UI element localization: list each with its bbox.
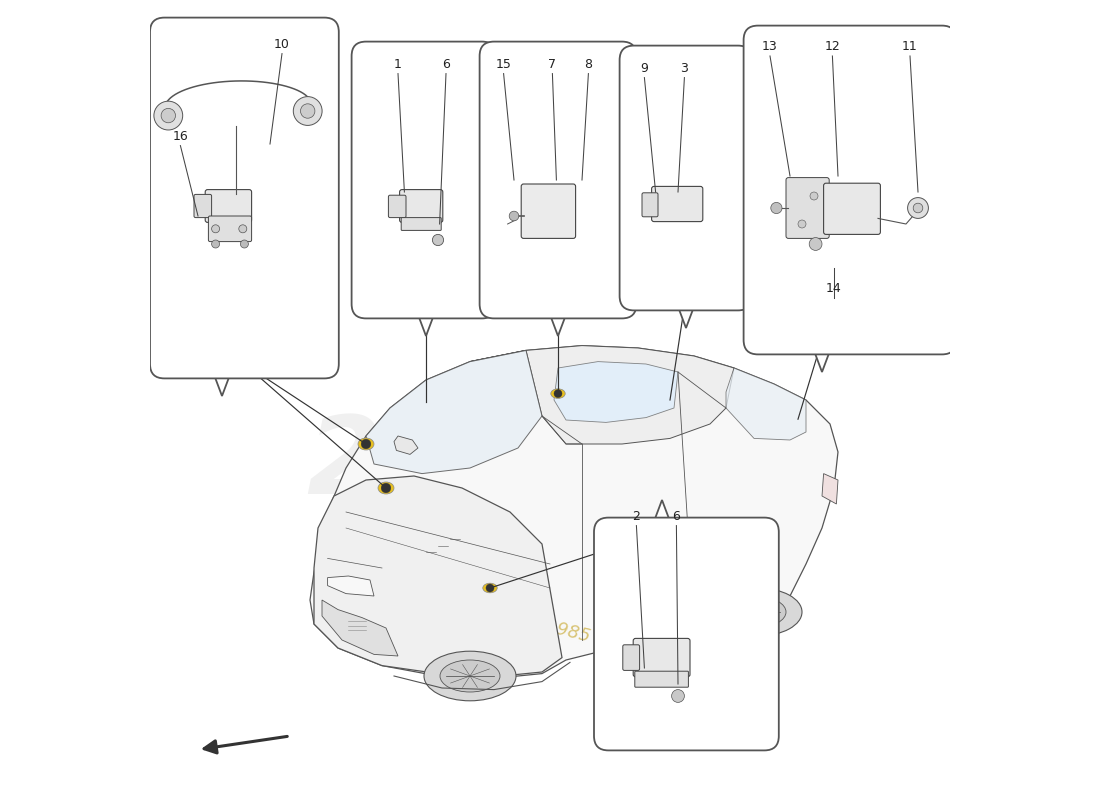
FancyBboxPatch shape — [642, 193, 658, 217]
Ellipse shape — [714, 588, 802, 636]
FancyBboxPatch shape — [480, 42, 637, 318]
Ellipse shape — [551, 389, 565, 398]
Text: a passion for parts since 1985: a passion for parts since 1985 — [323, 562, 592, 646]
Polygon shape — [366, 350, 542, 474]
Circle shape — [432, 234, 443, 246]
Circle shape — [771, 202, 782, 214]
Circle shape — [810, 238, 822, 250]
Circle shape — [382, 483, 390, 493]
FancyBboxPatch shape — [388, 195, 406, 218]
FancyBboxPatch shape — [150, 18, 339, 378]
FancyBboxPatch shape — [824, 183, 880, 234]
Circle shape — [913, 203, 923, 213]
FancyBboxPatch shape — [594, 518, 779, 750]
Circle shape — [798, 220, 806, 228]
Text: 7: 7 — [549, 58, 557, 70]
Ellipse shape — [730, 597, 786, 627]
FancyBboxPatch shape — [206, 190, 252, 222]
FancyBboxPatch shape — [399, 190, 443, 222]
Circle shape — [239, 225, 246, 233]
Polygon shape — [210, 364, 234, 396]
Polygon shape — [414, 304, 438, 336]
Polygon shape — [546, 304, 570, 336]
Text: 10: 10 — [274, 38, 290, 50]
Circle shape — [810, 192, 818, 200]
Polygon shape — [822, 474, 838, 504]
Text: 1: 1 — [394, 58, 402, 70]
FancyBboxPatch shape — [651, 186, 703, 222]
FancyBboxPatch shape — [352, 42, 496, 318]
Polygon shape — [310, 346, 838, 678]
Ellipse shape — [424, 651, 516, 701]
Ellipse shape — [440, 660, 500, 692]
Polygon shape — [322, 600, 398, 656]
Ellipse shape — [358, 438, 374, 450]
Text: 2uto: 2uto — [306, 411, 585, 517]
Polygon shape — [674, 296, 698, 328]
Text: 15: 15 — [496, 58, 512, 70]
Text: 3: 3 — [681, 62, 689, 74]
Circle shape — [154, 101, 183, 130]
Polygon shape — [328, 576, 374, 596]
Text: 12: 12 — [825, 40, 840, 53]
Text: 16: 16 — [173, 130, 188, 142]
Circle shape — [672, 690, 684, 702]
Text: 13: 13 — [762, 40, 778, 53]
Text: 8: 8 — [584, 58, 593, 70]
FancyBboxPatch shape — [635, 671, 689, 687]
Circle shape — [509, 211, 519, 221]
FancyBboxPatch shape — [194, 194, 211, 218]
Circle shape — [211, 240, 220, 248]
Polygon shape — [810, 340, 834, 372]
Text: parts: parts — [494, 454, 773, 546]
FancyBboxPatch shape — [208, 216, 252, 242]
Text: 11: 11 — [902, 40, 917, 53]
Polygon shape — [650, 500, 674, 532]
Circle shape — [554, 390, 562, 398]
FancyBboxPatch shape — [402, 218, 441, 230]
Circle shape — [161, 108, 176, 122]
Circle shape — [908, 198, 928, 218]
FancyBboxPatch shape — [786, 178, 829, 238]
Text: 2: 2 — [632, 510, 640, 522]
Ellipse shape — [483, 583, 497, 593]
Circle shape — [241, 240, 249, 248]
Polygon shape — [726, 368, 806, 440]
Polygon shape — [470, 346, 734, 444]
Circle shape — [211, 225, 220, 233]
Circle shape — [486, 584, 494, 592]
Ellipse shape — [378, 482, 394, 494]
Polygon shape — [554, 362, 678, 422]
Text: 14: 14 — [826, 282, 842, 294]
Circle shape — [294, 97, 322, 126]
FancyBboxPatch shape — [623, 645, 639, 670]
FancyBboxPatch shape — [619, 46, 752, 310]
Text: 6: 6 — [672, 510, 680, 522]
FancyBboxPatch shape — [521, 184, 575, 238]
Polygon shape — [314, 476, 562, 676]
Circle shape — [300, 104, 315, 118]
Text: 9: 9 — [640, 62, 648, 74]
Text: 6: 6 — [442, 58, 450, 70]
Polygon shape — [394, 436, 418, 454]
FancyBboxPatch shape — [634, 638, 690, 677]
Circle shape — [361, 439, 371, 449]
FancyBboxPatch shape — [744, 26, 956, 354]
